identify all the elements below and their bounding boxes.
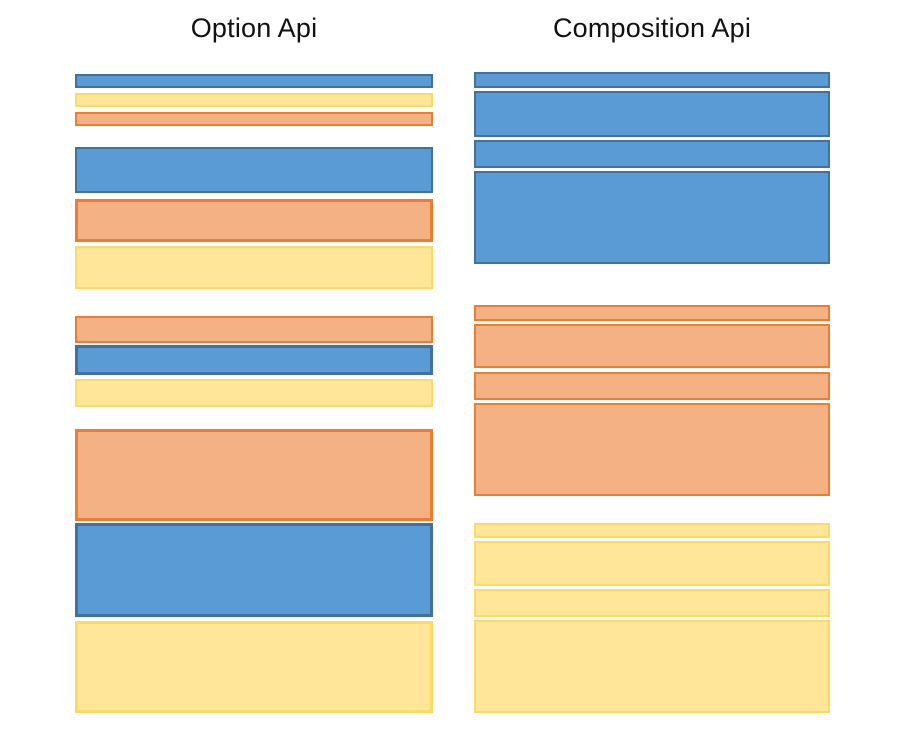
option-api-block-3-orange: [75, 112, 433, 126]
composition-api-block-5-orange: [474, 305, 830, 321]
option-api-block-10-orange: [75, 429, 433, 521]
composition-api-block-6-orange: [474, 324, 830, 368]
composition-api-block-7-orange: [474, 372, 830, 400]
composition-api-block-2-blue: [474, 91, 830, 137]
composition-api-block-9-yellow: [474, 523, 830, 538]
option-api-title: Option Api: [190, 13, 318, 43]
option-api-block-5-orange: [75, 199, 433, 242]
option-api-block-11-blue: [75, 523, 433, 617]
composition-api-block-1-blue: [474, 72, 830, 88]
option-api-block-6-yellow: [75, 246, 433, 289]
composition-api-block-4-blue: [474, 171, 830, 264]
option-api-block-4-blue: [75, 147, 433, 193]
composition-api-block-3-blue: [474, 140, 830, 168]
option-api-block-8-blue: [75, 345, 433, 375]
composition-api-block-8-orange: [474, 403, 830, 496]
option-api-block-2-yellow: [75, 93, 433, 107]
composition-api-title: Composition Api: [552, 13, 752, 43]
option-api-block-7-orange: [75, 316, 433, 343]
composition-api-block-10-yellow: [474, 541, 830, 586]
composition-api-block-11-yellow: [474, 589, 830, 617]
composition-api-block-12-yellow: [474, 620, 830, 713]
option-api-block-12-yellow: [75, 621, 433, 713]
option-api-block-1-blue: [75, 74, 433, 88]
option-api-block-9-yellow: [75, 379, 433, 407]
